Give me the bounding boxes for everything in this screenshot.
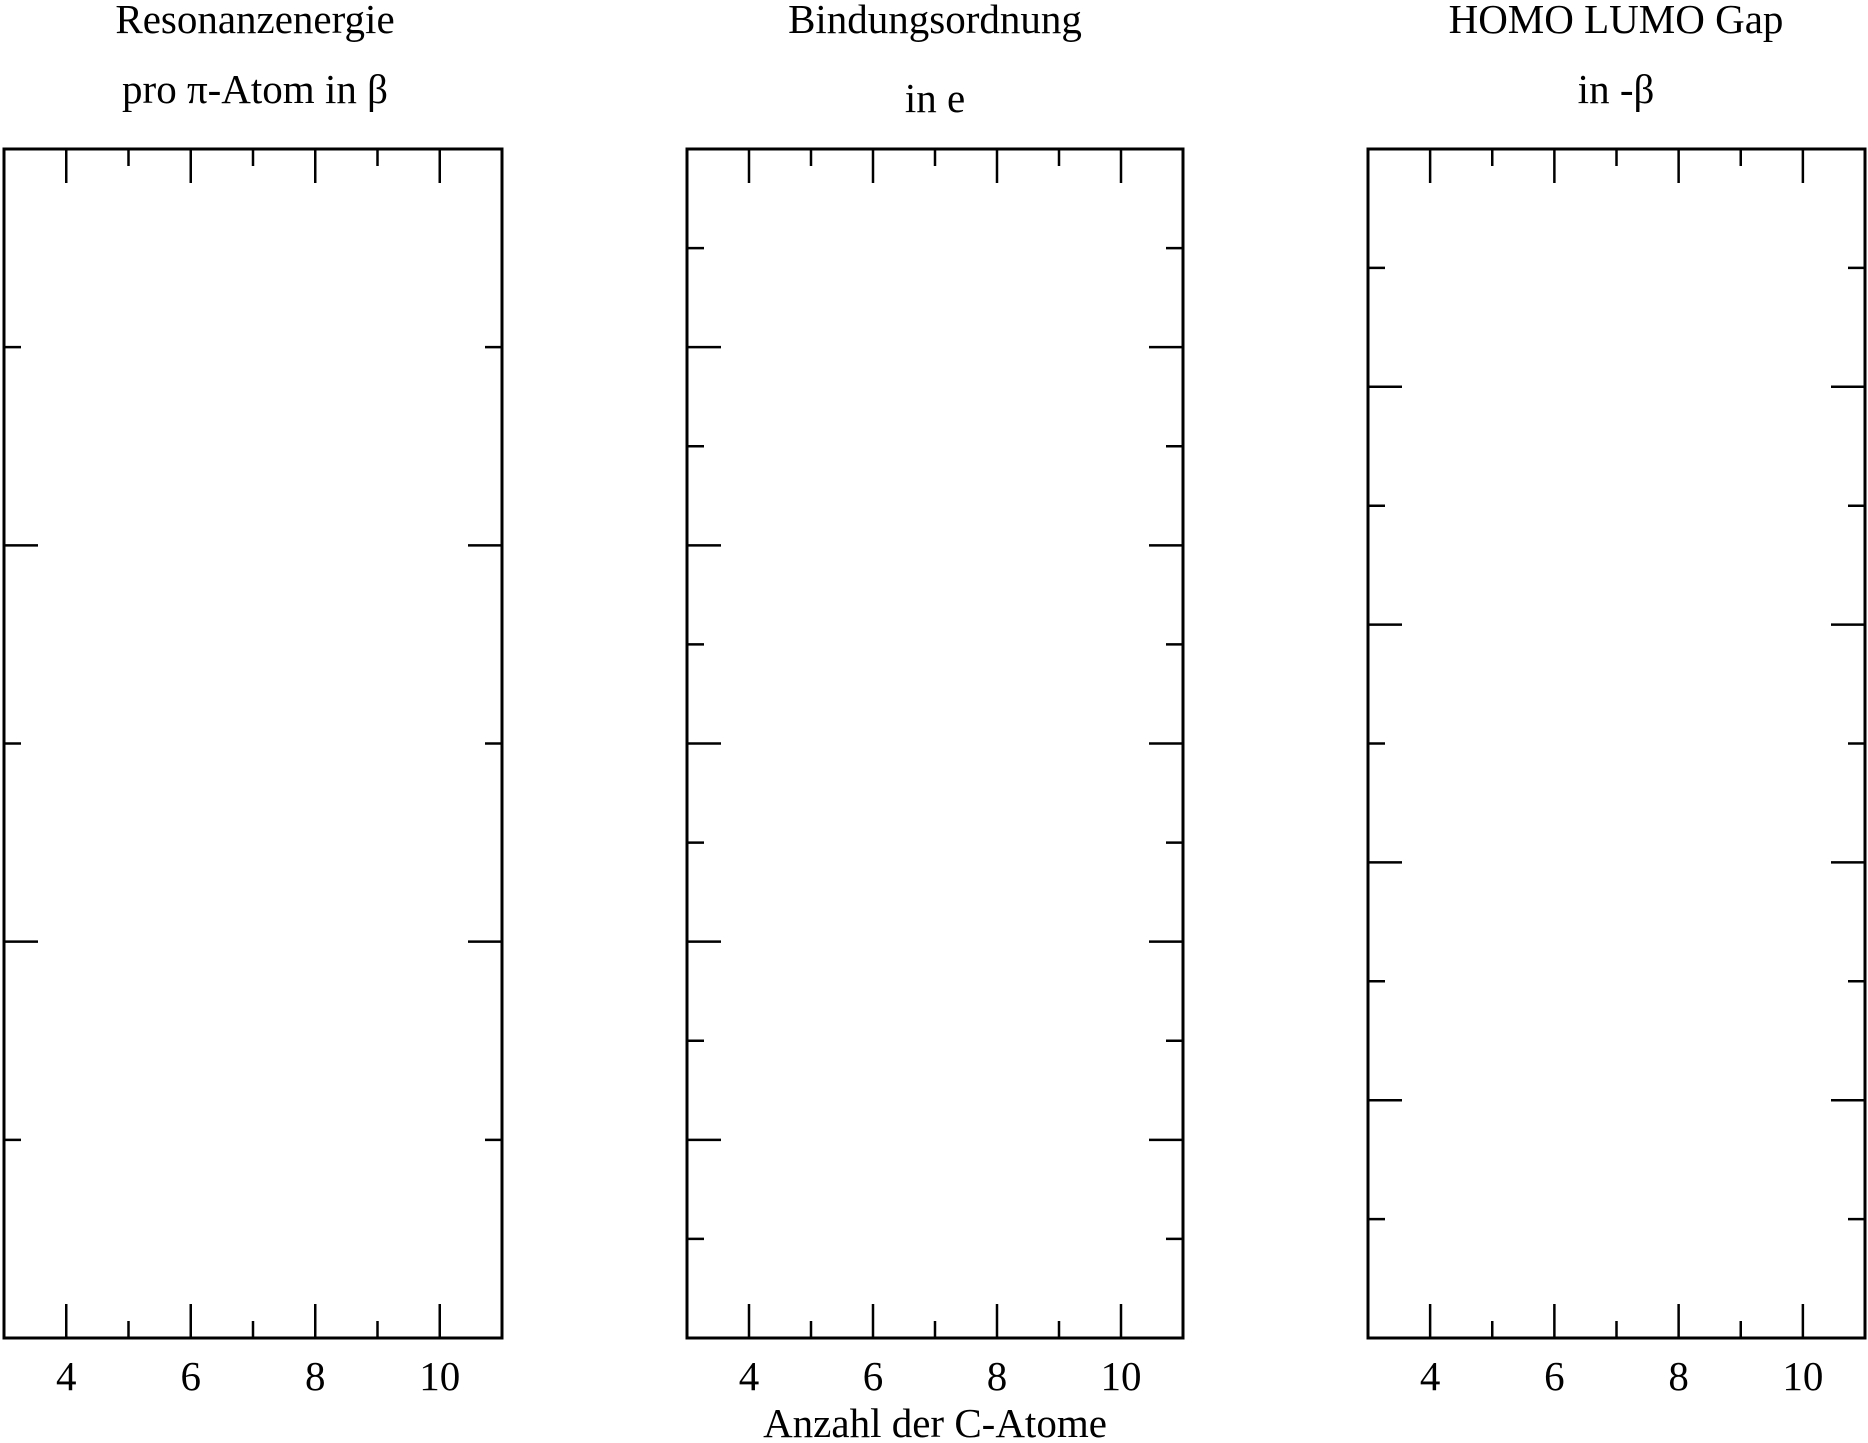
plot-frame (2, 147, 504, 1340)
panel-title-line-1: Resonanzenergie (115, 0, 394, 42)
x-tick-label: 10 (1101, 1353, 1142, 1399)
x-tick-label: 8 (1668, 1353, 1689, 1399)
x-tick-label: 8 (305, 1353, 326, 1399)
panel-bindungsordnung: Bindungsordnung in e 4 6 8 10 Anzahl der C-… (685, 0, 1185, 1443)
tick-group: 4 6 8 10 (1368, 149, 1865, 1399)
x-tick-label: 6 (1544, 1353, 1565, 1399)
panel-title-line-2: pro π-Atom in β (122, 66, 388, 112)
x-tick-label: 4 (1420, 1353, 1441, 1399)
panel-title-line-1: HOMO LUMO Gap (1449, 0, 1784, 42)
x-tick-label: 10 (419, 1353, 460, 1399)
tick-group: 4 6 8 10 (687, 149, 1183, 1399)
panel-title-line-2: in e (905, 75, 965, 121)
x-axis-label: Anzahl der C-Atome (763, 1400, 1107, 1443)
x-tick-label: 10 (1782, 1353, 1823, 1399)
panel-resonanzenergie: Resonanzenergie pro π-Atom in β 4 6 8 10 (2, 0, 504, 1399)
plot-frame (1366, 147, 1867, 1340)
x-tick-label: 6 (863, 1353, 884, 1399)
panel-homo-lumo-gap: HOMO LUMO Gap in -β 4 6 8 10 (1366, 0, 1867, 1399)
x-tick-label: 4 (56, 1353, 77, 1399)
panel-title-line-1: Bindungsordnung (788, 0, 1082, 42)
x-tick-label: 8 (987, 1353, 1008, 1399)
tick-group: 4 6 8 10 (4, 149, 502, 1399)
plot-frame (685, 147, 1185, 1340)
panel-title-line-2: in -β (1578, 66, 1655, 112)
x-tick-label: 4 (739, 1353, 760, 1399)
x-tick-label: 6 (181, 1353, 202, 1399)
